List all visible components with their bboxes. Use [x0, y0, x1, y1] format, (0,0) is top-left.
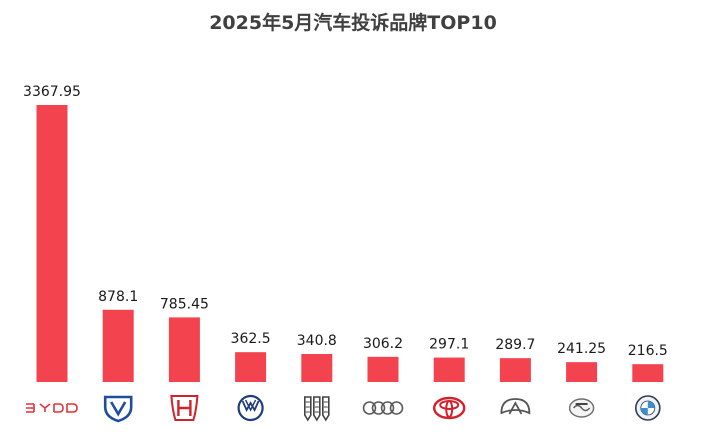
data-label: 785.45	[160, 296, 209, 312]
volkswagen-logo-icon	[237, 394, 264, 422]
bar	[632, 364, 664, 382]
bar	[367, 356, 399, 382]
bar	[499, 358, 531, 382]
bar	[301, 353, 333, 382]
dongfeng-logo-icon	[568, 398, 595, 418]
byd-logo-icon	[26, 403, 78, 413]
bar	[168, 317, 200, 382]
chery-logo-icon	[500, 398, 531, 415]
data-label: 3367.95	[23, 84, 81, 100]
changan-logo-icon	[103, 395, 133, 423]
data-label: 297.1	[429, 337, 469, 353]
bar	[102, 309, 134, 382]
audi-logo-icon	[362, 401, 404, 415]
data-label: 216.5	[628, 343, 668, 359]
data-label: 241.25	[557, 341, 606, 357]
bmw-logo-icon	[634, 395, 661, 421]
bar	[36, 105, 68, 382]
bar	[235, 352, 267, 382]
data-label: 306.2	[363, 336, 403, 352]
geely-logo-icon	[304, 396, 330, 422]
honda-logo-icon	[170, 395, 199, 421]
data-label: 878.1	[98, 289, 138, 305]
data-label: 340.8	[297, 333, 337, 349]
data-label: 289.7	[495, 337, 535, 353]
bar	[433, 357, 465, 382]
chart-title: 2025年5月汽车投诉品牌TOP10	[209, 12, 497, 34]
bar	[566, 362, 598, 382]
toyota-logo-icon	[433, 396, 466, 420]
data-label: 362.5	[231, 331, 271, 347]
